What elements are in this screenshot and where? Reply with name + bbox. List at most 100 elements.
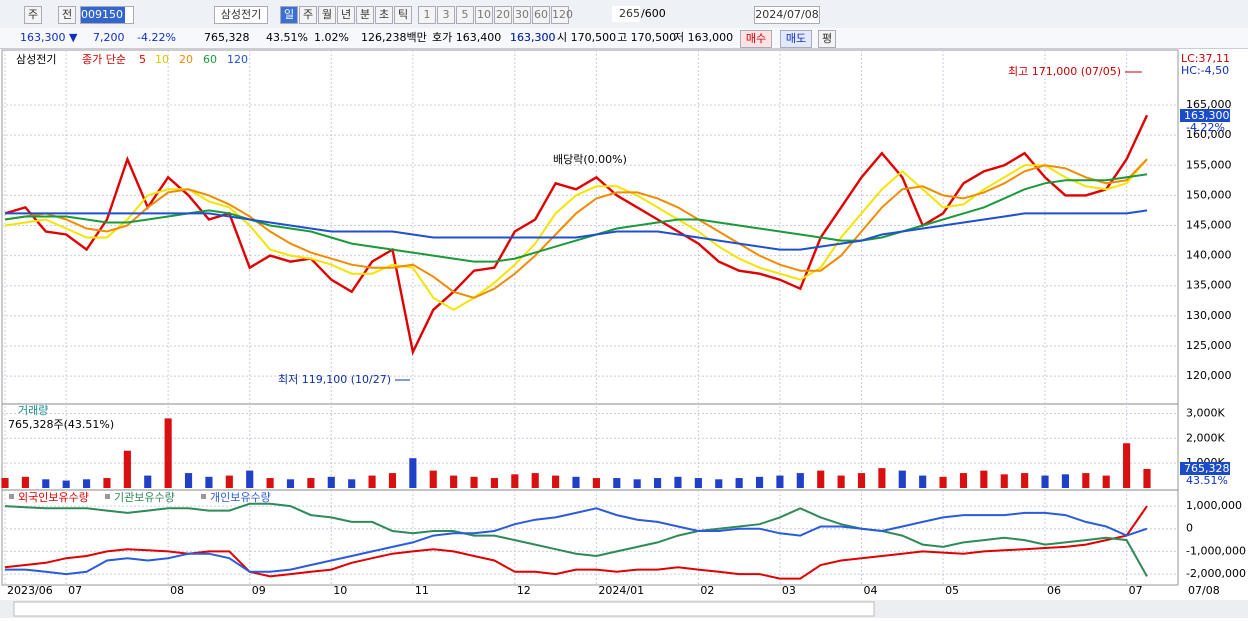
count-max: /600 [641, 7, 666, 20]
y-tick-label: 120,000 [1186, 369, 1232, 382]
volume-bar [1000, 474, 1008, 488]
y-tick-label: 1,000,000 [1186, 499, 1242, 512]
volume-bar [286, 479, 295, 488]
y-tick-label: 135,000 [1186, 279, 1232, 292]
quote-turnover: 1.02% [314, 31, 349, 44]
interval[interactable]: 120 [551, 6, 573, 24]
period[interactable]: 분 [356, 6, 374, 24]
interval[interactable]: 3 [437, 6, 455, 24]
buy-button[interactable]: 매수 [740, 30, 772, 48]
line-series [4, 158, 1148, 311]
x-tick-label: 09 [252, 584, 266, 597]
volume-bar [21, 476, 29, 488]
volume-bar [1123, 443, 1131, 488]
line-series [4, 114, 1149, 356]
volume-bar [1061, 474, 1069, 488]
period[interactable]: 초 [375, 6, 393, 24]
volume-bar [1, 478, 9, 488]
lc-label: LC:37,11 [1181, 52, 1230, 65]
interval[interactable]: 1 [418, 6, 436, 24]
legend-item: 외국인보유수량 [18, 491, 89, 504]
last-volume: 765,328 [1184, 462, 1230, 475]
volume-bar [776, 475, 784, 488]
period[interactable]: 일 [280, 6, 298, 24]
quote-open: 시 170,500 [557, 31, 617, 44]
interval[interactable]: 5 [456, 6, 474, 24]
period[interactable]: 년 [337, 6, 355, 24]
quote-rate: -4.22% [137, 31, 176, 44]
volume-bar [817, 470, 825, 488]
interval[interactable]: 30 [513, 6, 531, 24]
legend-item: 기관보유수량 [114, 491, 175, 504]
quote-low: 저 163,000 [674, 31, 734, 44]
volume-bar [633, 479, 641, 488]
volume-bar [144, 475, 152, 488]
interval[interactable]: 20 [494, 6, 512, 24]
avg-button[interactable]: 평 [818, 30, 836, 48]
chart-title: 삼성전기 [16, 53, 56, 66]
line-series [4, 502, 1148, 577]
x-tick-label: 04 [864, 584, 878, 597]
quote-change: 7,200 [93, 31, 125, 44]
legend-item: 10 [155, 53, 169, 66]
volume-bar [919, 475, 927, 488]
y-tick-label: 0 [1186, 522, 1193, 535]
volume-bar [592, 478, 600, 488]
dividend-annotation: 배당락(0.00%) [553, 153, 627, 166]
volume-bar [470, 476, 478, 488]
quote-vol_rate: 43.51% [266, 31, 308, 44]
volume-bar [184, 473, 193, 488]
volume-bar [307, 478, 315, 488]
legend-swatch [9, 494, 14, 499]
period[interactable]: 주 [299, 6, 317, 24]
y-tick-label: 2,000K [1186, 431, 1225, 444]
volume-bar [980, 470, 988, 488]
market[interactable]: 주 [24, 6, 42, 24]
volume-bar [613, 478, 621, 488]
period[interactable]: 틱 [394, 6, 412, 24]
legend-swatch [201, 494, 206, 499]
x-tick-label: 12 [517, 584, 531, 597]
volume-bar [511, 474, 519, 488]
name[interactable]: 삼성전기 [214, 6, 268, 24]
x-tick-label: 03 [782, 584, 796, 597]
legend-swatch [105, 494, 110, 499]
line-series [5, 209, 1148, 251]
interval[interactable]: 10 [475, 6, 493, 24]
date[interactable]: 2024/07/08 [754, 6, 820, 24]
volume-bar [103, 478, 111, 488]
interval[interactable]: 60 [532, 6, 550, 24]
x-tick-label: 07 [68, 584, 82, 597]
volume-bar [694, 478, 702, 488]
volume-bar [552, 475, 560, 488]
y-tick-label: -1,000,000 [1186, 544, 1246, 557]
volume-bar [83, 479, 91, 488]
y-tick-label: 160,000 [1186, 128, 1232, 141]
legend-item: 5 [139, 53, 146, 66]
prev[interactable]: 전 [58, 6, 76, 24]
volume-bar [837, 475, 845, 488]
volume-bar [388, 473, 397, 488]
plot-frame [1, 49, 1179, 586]
volume-bar [246, 470, 254, 488]
x-tick-label: 02 [700, 584, 714, 597]
x-tick-label: 10 [333, 584, 347, 597]
volume-bar [205, 476, 213, 488]
indicator-label: 종가 단순 [82, 53, 126, 66]
last-volume-rate: 43.51% [1186, 474, 1228, 487]
volume-bar [939, 476, 947, 488]
sell-button[interactable]: 매도 [780, 30, 812, 48]
y-tick-label: 150,000 [1186, 188, 1232, 201]
volume-bar [1143, 468, 1151, 488]
volume-bar [878, 468, 886, 488]
volume-bar [1082, 473, 1090, 488]
scroll-track[interactable] [13, 601, 875, 617]
volume-bar [62, 480, 70, 488]
code[interactable]: 009150 [80, 6, 134, 24]
y-tick-label: 140,000 [1186, 249, 1232, 262]
volume-bar [755, 476, 764, 488]
count[interactable]: 265 [612, 6, 640, 22]
period[interactable]: 월 [318, 6, 336, 24]
quote-bar [0, 28, 1248, 49]
